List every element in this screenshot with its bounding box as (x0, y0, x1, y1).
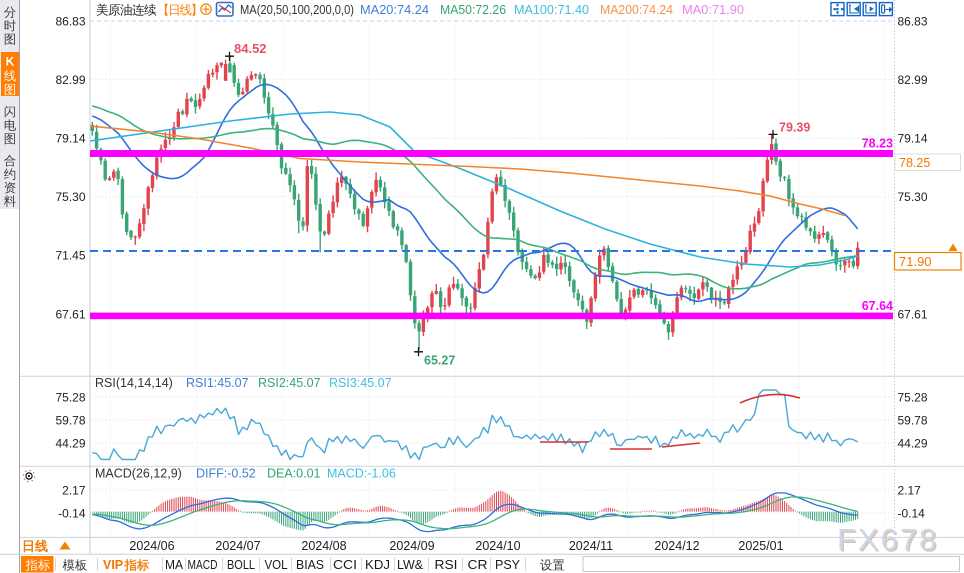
svg-text:78.23: 78.23 (862, 137, 893, 151)
svg-text:84.52: 84.52 (234, 41, 267, 56)
svg-text:MA0:71.90: MA0:71.90 (682, 2, 744, 17)
svg-text:2025/01: 2025/01 (738, 539, 783, 553)
svg-text:MA20:74.24: MA20:74.24 (360, 2, 429, 17)
svg-text:BOLL: BOLL (227, 558, 255, 572)
svg-text:79.39: 79.39 (779, 121, 810, 135)
svg-text:59.78: 59.78 (898, 413, 928, 427)
svg-text:59.78: 59.78 (55, 413, 85, 427)
svg-text:2024/07: 2024/07 (215, 539, 260, 553)
svg-text:86.83: 86.83 (55, 14, 85, 28)
svg-text:82.99: 82.99 (55, 73, 85, 87)
svg-text:FX678: FX678 (839, 524, 940, 559)
svg-text:PSY: PSY (495, 558, 521, 572)
svg-text:MA50:72.26: MA50:72.26 (440, 2, 506, 17)
svg-text:CCI: CCI (333, 558, 357, 572)
svg-text:MACD: MACD (188, 558, 218, 572)
svg-text:75.30: 75.30 (898, 190, 928, 204)
svg-text:79.14: 79.14 (898, 132, 928, 146)
svg-text:2024/10: 2024/10 (475, 539, 520, 553)
svg-text:FX678: FX678 (837, 522, 938, 557)
svg-text:-0.14: -0.14 (898, 506, 926, 520)
svg-text:DIFF:-0.52: DIFF:-0.52 (196, 467, 256, 481)
svg-text:2024/06: 2024/06 (129, 539, 174, 553)
svg-text:67.61: 67.61 (55, 307, 85, 321)
svg-text:2024/12: 2024/12 (654, 539, 699, 553)
svg-text:CR: CR (468, 558, 488, 572)
svg-text:RSI3:45.07: RSI3:45.07 (329, 376, 392, 390)
svg-text:75.28: 75.28 (898, 390, 928, 404)
svg-text:RSI2:45.07: RSI2:45.07 (258, 376, 321, 390)
svg-text:2024/08: 2024/08 (301, 539, 346, 553)
svg-text:RSI: RSI (435, 558, 458, 572)
svg-text:2024/09: 2024/09 (389, 539, 434, 553)
svg-text:BIAS: BIAS (296, 558, 324, 572)
svg-text:LW&: LW& (397, 558, 424, 572)
svg-text:MA(20,50,100,200,0,0): MA(20,50,100,200,0,0) (240, 2, 354, 17)
svg-text:2.17: 2.17 (62, 483, 86, 497)
svg-text:RSI1:45.07: RSI1:45.07 (186, 376, 249, 390)
svg-text:MA200:74.24: MA200:74.24 (600, 2, 673, 17)
svg-text:KDJ: KDJ (365, 558, 390, 572)
svg-text:DEA:0.01: DEA:0.01 (267, 467, 321, 481)
svg-text:75.28: 75.28 (55, 390, 85, 404)
svg-text:MA100:71.40: MA100:71.40 (514, 2, 589, 17)
svg-text:71.90: 71.90 (899, 254, 932, 269)
svg-text:MACD:-1.06: MACD:-1.06 (327, 467, 396, 481)
svg-text:-0.14: -0.14 (58, 506, 86, 520)
svg-text:67.61: 67.61 (898, 307, 928, 321)
svg-text:44.29: 44.29 (898, 436, 928, 450)
svg-text:2024/11: 2024/11 (569, 539, 613, 553)
svg-text:78.25: 78.25 (899, 156, 930, 170)
svg-text:2.17: 2.17 (898, 483, 922, 497)
svg-text:MACD(26,12,9): MACD(26,12,9) (95, 467, 182, 481)
svg-text:67.64: 67.64 (862, 299, 893, 313)
svg-text:75.30: 75.30 (55, 190, 85, 204)
svg-text:MA: MA (165, 558, 184, 572)
svg-text:VIP: VIP (103, 558, 123, 572)
svg-text:86.83: 86.83 (898, 14, 928, 28)
svg-text:VOL: VOL (265, 558, 288, 572)
svg-text:71.45: 71.45 (55, 249, 85, 263)
svg-text:44.29: 44.29 (55, 436, 85, 450)
svg-text:65.27: 65.27 (424, 354, 455, 368)
svg-text:82.99: 82.99 (898, 73, 928, 87)
svg-text:79.14: 79.14 (55, 132, 85, 146)
svg-text:RSI(14,14,14): RSI(14,14,14) (95, 376, 173, 390)
svg-text:K: K (6, 54, 15, 68)
